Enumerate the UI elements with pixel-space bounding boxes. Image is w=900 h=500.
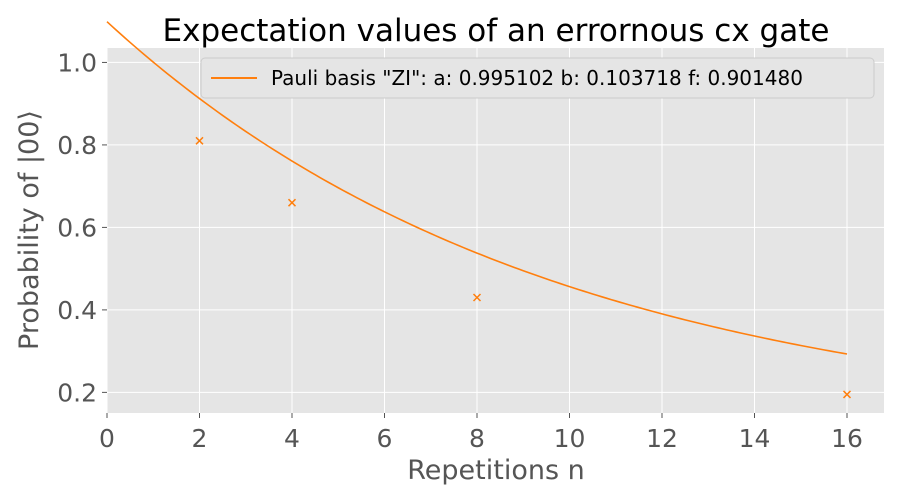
x-tick-label: 6 <box>377 424 393 453</box>
x-tick-label: 2 <box>192 424 208 453</box>
y-axis: 0.2 0.4 0.6 0.8 1.0 <box>57 48 107 407</box>
data-point-marker <box>472 293 482 302</box>
series-group <box>106 21 852 399</box>
x-tick-label: 14 <box>739 424 771 453</box>
y-tick-label: 0.8 <box>57 131 97 160</box>
x-tick-label: 8 <box>469 424 485 453</box>
y-tick-label: 0.2 <box>57 378 97 407</box>
legend: Pauli basis "ZI": a: 0.995102 b: 0.10371… <box>200 57 875 99</box>
legend-box <box>200 57 875 99</box>
y-axis-label: Probability of |00⟩ <box>14 110 45 350</box>
legend-entry: Pauli basis "ZI": a: 0.995102 b: 0.10371… <box>271 66 803 90</box>
data-point-marker <box>842 390 852 399</box>
x-tick-label: 12 <box>646 424 678 453</box>
plot-area <box>107 48 884 413</box>
x-tick-label: 10 <box>554 424 586 453</box>
x-tick-label: 16 <box>831 424 863 453</box>
data-point-marker <box>287 198 297 207</box>
y-tick-label: 0.6 <box>57 213 97 242</box>
x-tick-label: 0 <box>99 424 115 453</box>
fit-curve <box>106 21 848 355</box>
data-point-marker <box>195 136 204 145</box>
y-tick-label: 1.0 <box>57 48 97 77</box>
x-axis: 0 2 4 6 8 10 12 14 16 <box>99 413 863 453</box>
x-axis-label: Repetitions n <box>407 455 584 486</box>
chart-title: Expectation values of an errornous cx ga… <box>163 13 830 49</box>
y-tick-label: 0.4 <box>57 296 97 325</box>
x-tick-label: 4 <box>284 424 300 453</box>
